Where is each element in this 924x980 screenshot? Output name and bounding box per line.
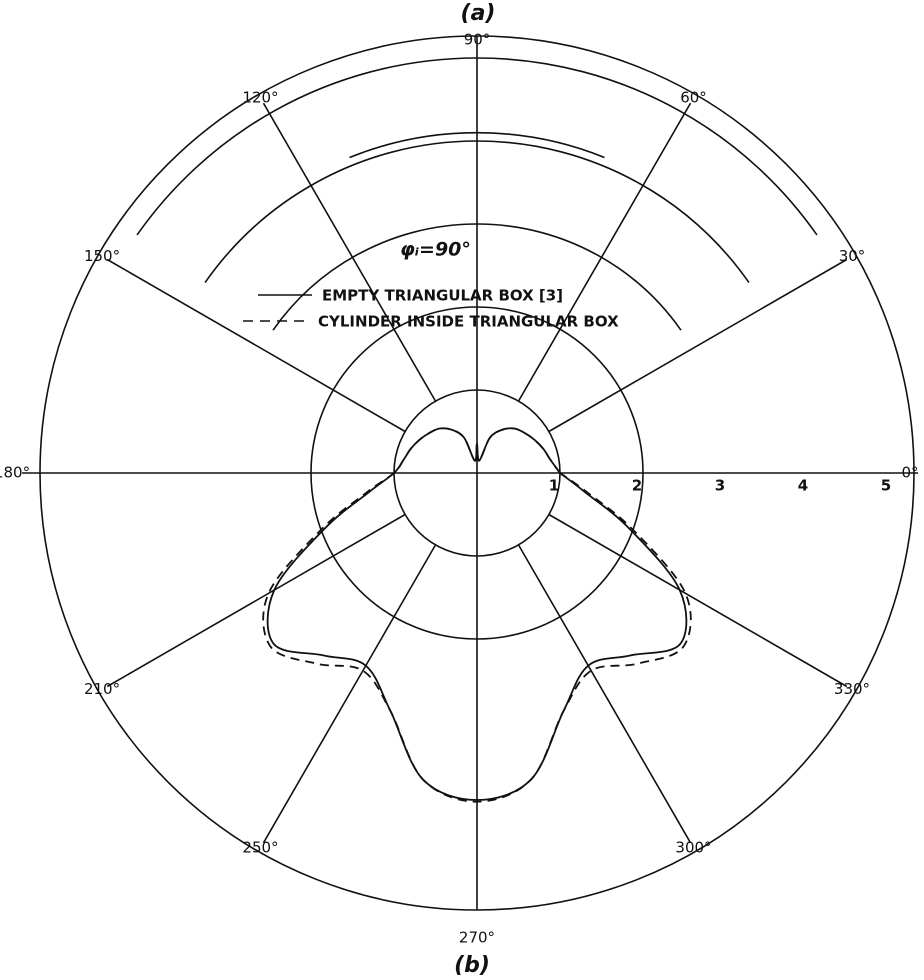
r-tick-label: 1: [549, 477, 559, 495]
grid-spoke: [548, 258, 848, 433]
angle-label: 0°: [901, 464, 918, 482]
angle-label: 250°: [242, 838, 278, 856]
legend-label: EMPTY TRIANGULAR BOX [3]: [322, 287, 563, 305]
angle-label: 120°: [242, 89, 278, 107]
angle-label: 150°: [84, 247, 120, 265]
series-line: [262, 427, 692, 803]
angle-label: 90°: [464, 31, 491, 49]
r-tick-label: 5: [881, 477, 891, 495]
legend-label: CYLINDER INSIDE TRIANGULAR BOX: [318, 313, 619, 331]
grid-spoke: [517, 102, 692, 402]
angle-label: 300°: [675, 838, 711, 856]
grid-spoke: [106, 513, 406, 688]
grid-spoke: [262, 102, 437, 402]
angle-label: 180°: [0, 464, 30, 482]
grid-spoke: [548, 513, 848, 688]
angle-label: 270°: [459, 929, 495, 947]
r-tick-label: 2: [632, 477, 642, 495]
angle-label: 330°: [834, 680, 870, 698]
angle-label: 210°: [84, 680, 120, 698]
annotation: φᵢ=90°: [400, 239, 471, 261]
angle-label: 60°: [680, 89, 707, 107]
grid-spoke: [517, 544, 692, 844]
legend: EMPTY TRIANGULAR BOX [3] CYLINDER INSIDE…: [243, 287, 619, 331]
panel-label-bottom: (b): [454, 953, 490, 978]
r-tick-label: 3: [715, 477, 725, 495]
grid-spoke: [106, 258, 406, 433]
panel-label-top: (a): [461, 1, 496, 26]
r-tick-label: 4: [798, 477, 808, 495]
grid-spoke: [262, 544, 437, 844]
angle-label: 30°: [839, 247, 866, 265]
